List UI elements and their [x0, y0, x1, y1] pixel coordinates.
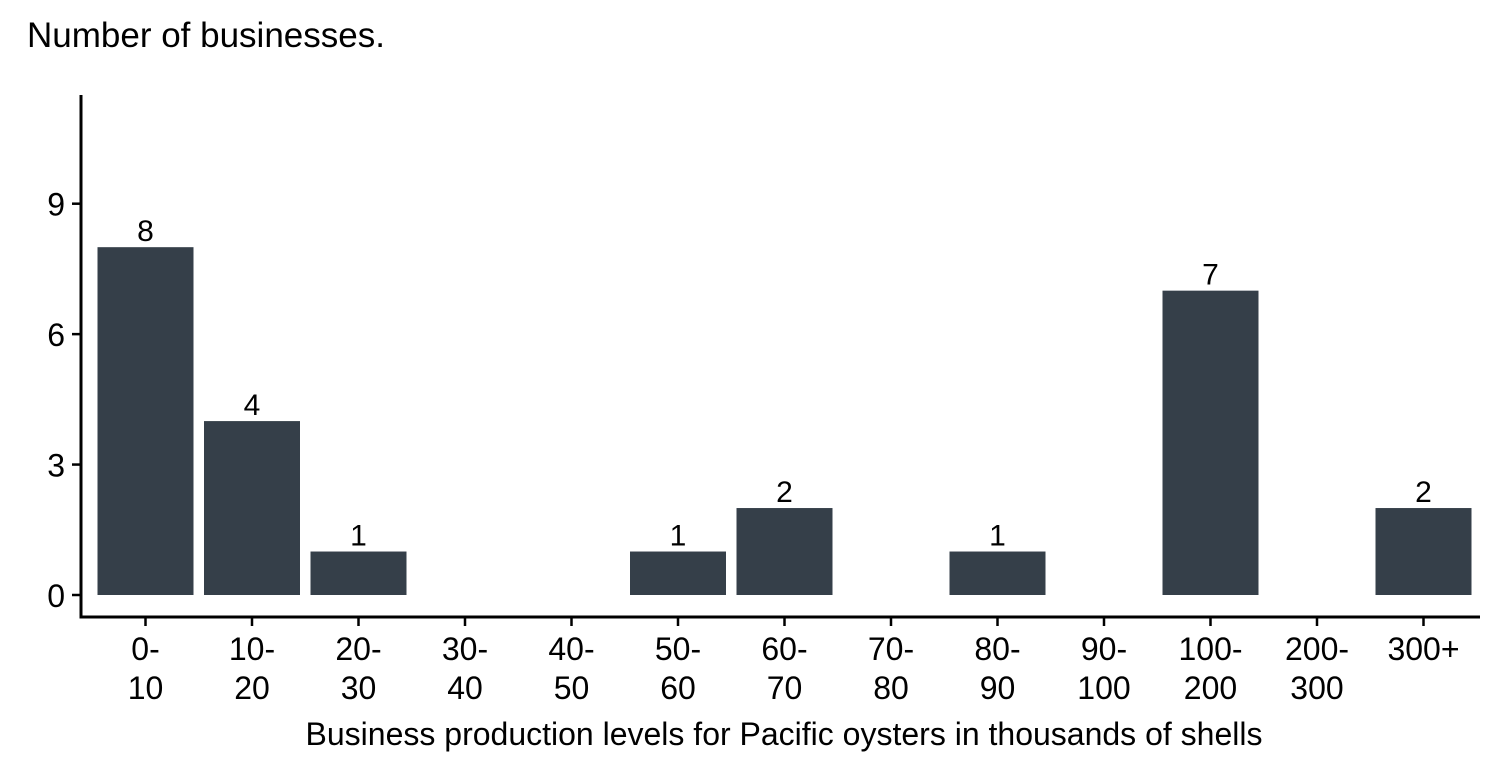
x-tick-label: 100- — [1178, 631, 1242, 667]
x-tick-label: 70 — [767, 670, 803, 706]
bar — [1375, 508, 1472, 595]
bar — [1162, 290, 1259, 595]
x-tick-label: 90 — [980, 670, 1016, 706]
x-tick-label: 0- — [131, 631, 159, 667]
x-tick-label: 10- — [229, 631, 275, 667]
x-tick-label: 200 — [1184, 670, 1237, 706]
x-axis-title: Business production levels for Pacific o… — [306, 716, 1263, 752]
data-label: 4 — [244, 389, 261, 422]
x-tick-label: 300+ — [1387, 631, 1459, 667]
x-tick-label: 60 — [660, 670, 696, 706]
y-tick-label: 3 — [47, 448, 65, 484]
y-tick-label: 0 — [47, 578, 65, 614]
data-label: 8 — [137, 215, 154, 248]
data-label: 2 — [776, 476, 793, 509]
x-tick-label: 60- — [761, 631, 807, 667]
bar — [204, 421, 300, 595]
plot-area: 036980-10410-20120-3030-4040-50150-60260… — [47, 95, 1480, 706]
bar — [630, 551, 726, 595]
y-tick-label: 9 — [47, 187, 65, 223]
x-tick-label: 50- — [655, 631, 701, 667]
x-tick-label: 40- — [548, 631, 594, 667]
x-tick-label: 90- — [1081, 631, 1127, 667]
x-tick-label: 30- — [442, 631, 488, 667]
x-tick-label: 50 — [554, 670, 590, 706]
data-label: 1 — [989, 520, 1006, 553]
x-tick-label: 300 — [1290, 670, 1343, 706]
x-tick-label: 80- — [974, 631, 1020, 667]
x-tick-label: 20 — [234, 670, 270, 706]
x-tick-label: 100 — [1077, 670, 1130, 706]
bar — [736, 508, 833, 595]
data-label: 2 — [1415, 476, 1432, 509]
x-tick-label: 10 — [128, 670, 164, 706]
data-label: 1 — [670, 520, 687, 553]
bar — [949, 551, 1046, 595]
x-tick-label: 40 — [447, 670, 483, 706]
data-label: 7 — [1202, 259, 1219, 292]
x-tick-label: 80 — [873, 670, 909, 706]
x-tick-label: 20- — [335, 631, 381, 667]
y-tick-label: 6 — [47, 317, 65, 353]
x-tick-label: 70- — [868, 631, 914, 667]
x-tick-label: 200- — [1285, 631, 1349, 667]
data-label: 1 — [350, 520, 367, 553]
bar — [310, 551, 407, 595]
x-tick-label: 30 — [341, 670, 377, 706]
chart-title: Number of businesses. — [27, 16, 385, 55]
bar — [97, 247, 194, 595]
